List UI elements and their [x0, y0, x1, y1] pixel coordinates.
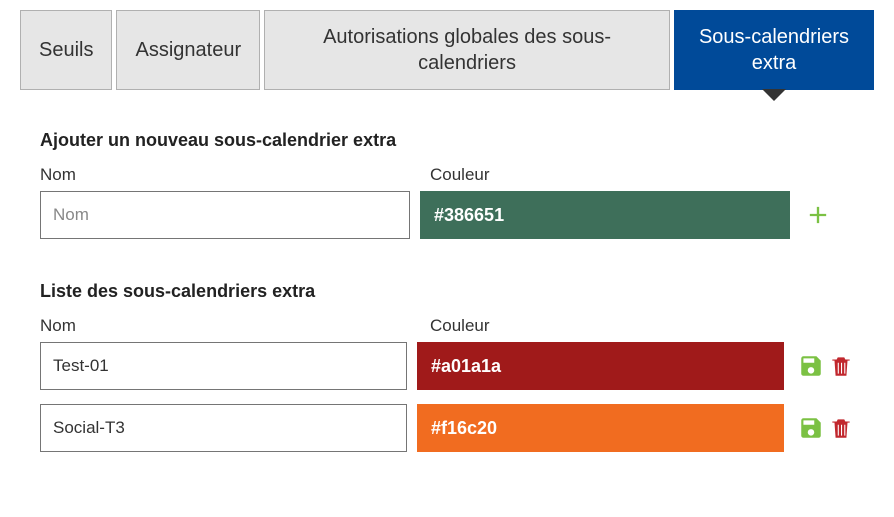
delete-button-0[interactable]	[828, 353, 854, 379]
add-nom-input[interactable]	[40, 191, 410, 239]
save-button-1[interactable]	[798, 415, 824, 441]
add-row: #386651	[40, 191, 854, 239]
list-nom-input-0[interactable]	[40, 342, 407, 390]
list-nom-input-1[interactable]	[40, 404, 407, 452]
save-icon	[798, 353, 824, 379]
add-section-title: Ajouter un nouveau sous-calendrier extra	[40, 130, 854, 151]
list-row: #a01a1a	[40, 342, 854, 390]
tab-autorisations[interactable]: Autorisations globales des sous-calendri…	[264, 10, 670, 90]
list-couleur-label: Couleur	[430, 316, 800, 336]
add-color-picker[interactable]: #386651	[420, 191, 790, 239]
save-button-0[interactable]	[798, 353, 824, 379]
list-row: #f16c20	[40, 404, 854, 452]
tab-seuils[interactable]: Seuils	[20, 10, 112, 90]
add-nom-label: Nom	[40, 165, 420, 185]
list-section-title: Liste des sous-calendriers extra	[40, 281, 854, 302]
save-icon	[798, 415, 824, 441]
add-couleur-label: Couleur	[430, 165, 800, 185]
delete-button-1[interactable]	[828, 415, 854, 441]
list-color-picker-1[interactable]: #f16c20	[417, 404, 784, 452]
tabs-container: Seuils Assignateur Autorisations globale…	[20, 10, 874, 90]
tab-sous-calendriers-extra[interactable]: Sous-calendriers extra	[674, 10, 874, 90]
trash-icon	[828, 415, 854, 441]
add-labels-row: Nom Couleur	[40, 165, 854, 185]
list-section: Liste des sous-calendriers extra Nom Cou…	[20, 271, 874, 452]
list-nom-label: Nom	[40, 316, 420, 336]
add-actions	[804, 201, 832, 229]
list-actions-1	[798, 415, 854, 441]
plus-icon	[804, 201, 832, 229]
list-actions-0	[798, 353, 854, 379]
list-color-picker-0[interactable]: #a01a1a	[417, 342, 784, 390]
add-button[interactable]	[804, 201, 832, 229]
list-labels-row: Nom Couleur	[40, 316, 854, 336]
trash-icon	[828, 353, 854, 379]
tab-assignateur[interactable]: Assignateur	[116, 10, 260, 90]
add-section: Ajouter un nouveau sous-calendrier extra…	[20, 120, 874, 239]
